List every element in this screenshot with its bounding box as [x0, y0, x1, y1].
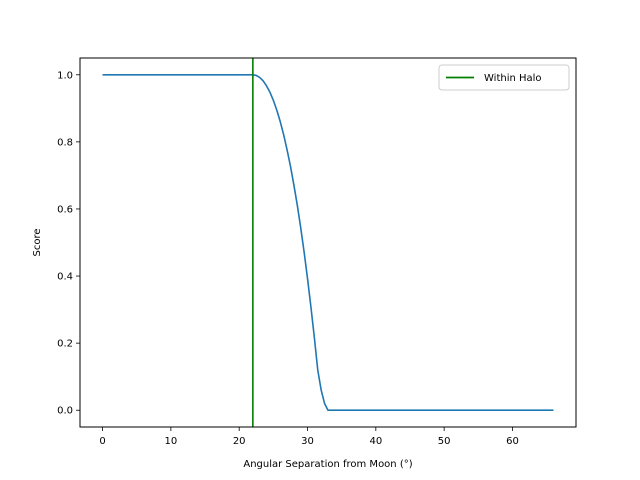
y-tick-label: 1.0 — [57, 70, 73, 81]
plot-area — [102, 58, 554, 427]
x-tick-label: 10 — [164, 436, 177, 447]
y-tick-label: 0.2 — [57, 339, 73, 350]
x-tick-label: 40 — [369, 436, 382, 447]
x-tick-label: 30 — [301, 436, 314, 447]
legend-label-within-halo: Within Halo — [484, 73, 542, 84]
x-axis: 0 10 20 30 40 50 60 — [99, 427, 519, 447]
y-axis-label: Score — [32, 228, 43, 256]
y-tick-label: 0.0 — [57, 406, 73, 417]
x-axis-label: Angular Separation from Moon (°) — [243, 459, 412, 470]
y-tick-label: 0.6 — [57, 204, 73, 215]
plot-frame — [79, 57, 577, 428]
x-tick-label: 0 — [99, 436, 105, 447]
legend: Within Halo — [438, 64, 570, 91]
y-tick-label: 0.4 — [57, 272, 73, 283]
y-tick-label: 0.8 — [57, 137, 73, 148]
x-tick-label: 60 — [506, 436, 519, 447]
series-line-score — [102, 73, 554, 412]
x-tick-label: 50 — [438, 436, 451, 447]
y-axis: 0.0 0.2 0.4 0.6 0.8 1.0 — [57, 70, 80, 417]
x-tick-label: 20 — [233, 436, 246, 447]
legend-box — [438, 64, 570, 91]
